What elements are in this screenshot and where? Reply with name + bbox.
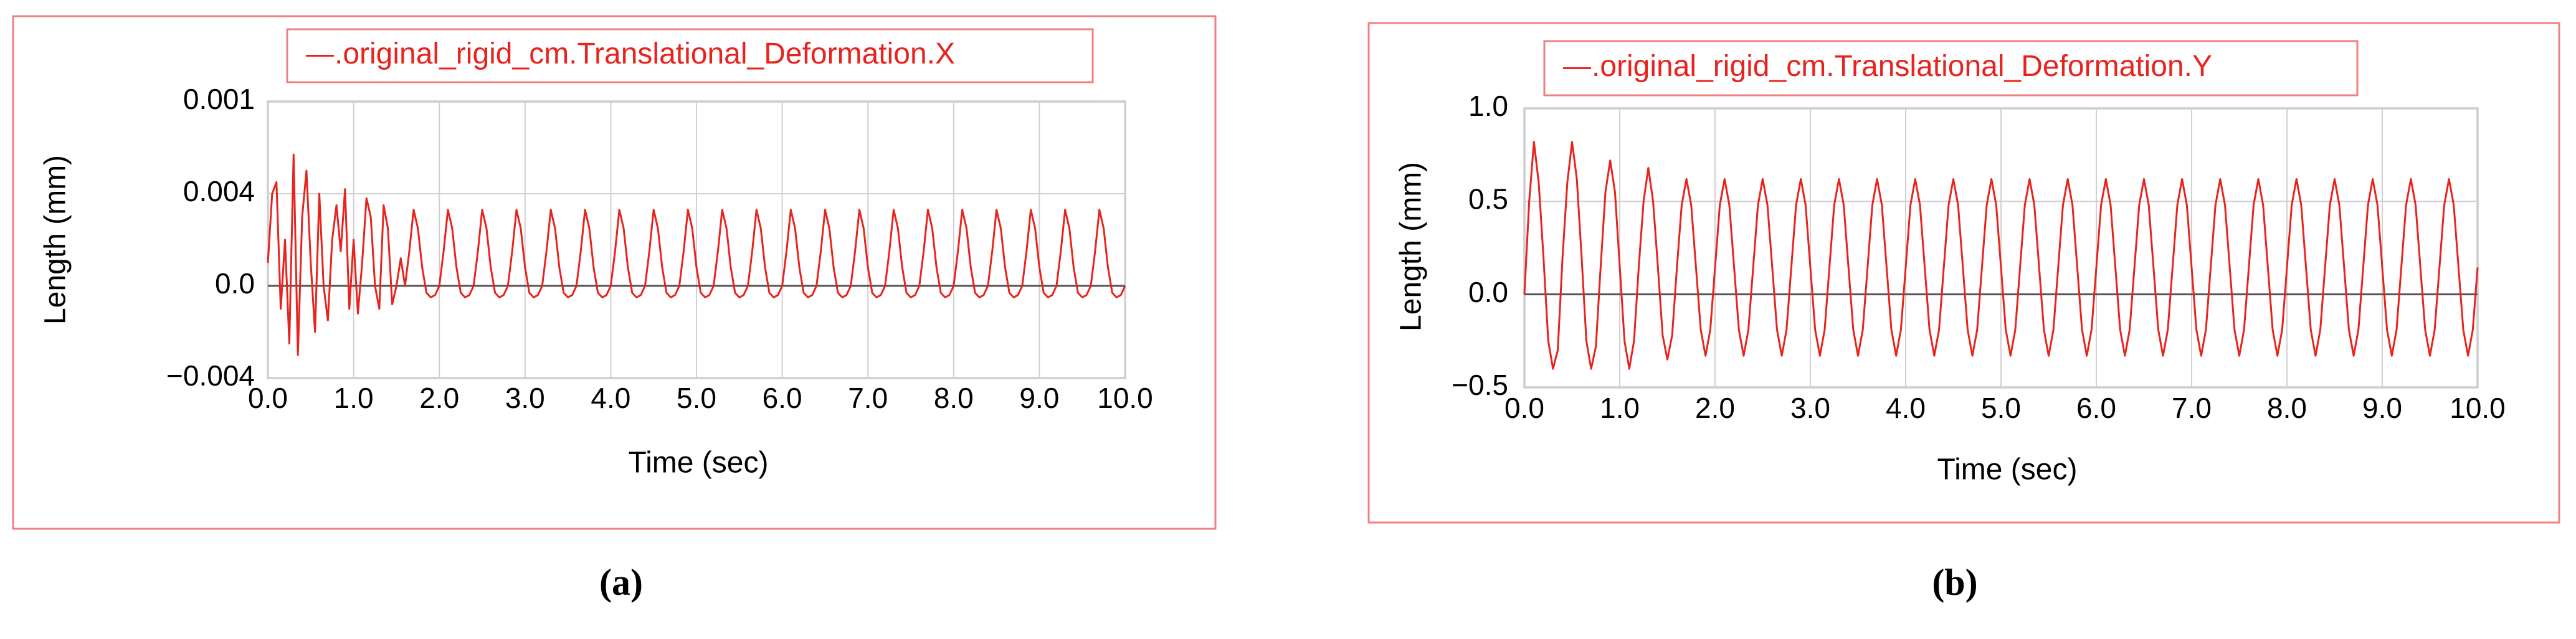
x-tick-label: 1.0	[334, 382, 374, 414]
x-tick-label: 8.0	[934, 382, 974, 414]
data-line	[1523, 141, 2479, 370]
y-tick-label: −0.5	[1452, 369, 1508, 401]
y-tick-label: 0.0	[1468, 276, 1508, 308]
x-tick-label: 10.0	[1097, 382, 1153, 414]
y-tick-label: 0.004	[183, 175, 255, 207]
chart-panel: 0.0 1.0 2.0 3.0 4.0 5.0 6.0 7.0 8.0 9.0 10.0−0.50.…	[1367, 22, 2560, 603]
x-tick-label: 0.0	[248, 382, 288, 414]
x-tick-label: 8.0	[2267, 392, 2307, 424]
x-axis-label: Time (sec)	[629, 447, 769, 480]
x-tick-label: 4.0	[1886, 392, 1926, 424]
caption: (a)	[599, 562, 643, 603]
data-line	[267, 153, 1126, 356]
legend-label: .original_rigid_cm.Translational_Deforma…	[335, 37, 955, 70]
y-tick-label: 1.0	[1468, 90, 1508, 122]
x-tick-label: 2.0	[1695, 392, 1735, 424]
legend-box	[286, 28, 1094, 83]
x-tick-label: 3.0	[505, 382, 545, 414]
x-tick-label: 9.0	[1019, 382, 1059, 414]
caption: (b)	[1932, 562, 1977, 603]
x-tick-label: 7.0	[2172, 392, 2212, 424]
x-tick-label: 4.0	[591, 382, 630, 414]
y-tick-label: 0.001	[183, 83, 255, 115]
y-tick-label: −0.004	[166, 359, 255, 392]
y-axis-label: Length (mm)	[1395, 162, 1428, 331]
panel-border	[12, 15, 1217, 530]
x-tick-label: 5.0	[677, 382, 716, 414]
x-tick-label: 5.0	[1981, 392, 2021, 424]
y-tick-label: 0.5	[1468, 182, 1508, 215]
chart-panel: 0.0 1.0 2.0 3.0 4.0 5.0 6.0 7.0 8.0 9.0 10.0 −0.004…	[12, 15, 1217, 603]
x-tick-label: 7.0	[848, 382, 888, 414]
x-tick-label: 2.0	[419, 382, 459, 414]
y-tick-label: 0.0	[215, 267, 255, 300]
y-axis-label: Length (mm)	[39, 155, 72, 324]
x-tick-label: 6.0	[763, 382, 802, 414]
legend-box	[1543, 40, 2359, 97]
x-tick-label: 6.0	[2076, 392, 2116, 424]
x-axis-label: Time (sec)	[1937, 453, 2078, 486]
x-tick-label: 10.0	[2450, 392, 2506, 424]
legend-label: .original_rigid_cm.Translational_Deforma…	[1592, 50, 2212, 83]
x-tick-label: 1.0	[1600, 392, 1640, 424]
x-tick-label: 0.0	[1504, 392, 1544, 424]
panel-border	[1367, 22, 2560, 524]
x-tick-label: 3.0	[1790, 392, 1830, 424]
x-tick-label: 9.0	[2362, 392, 2402, 424]
